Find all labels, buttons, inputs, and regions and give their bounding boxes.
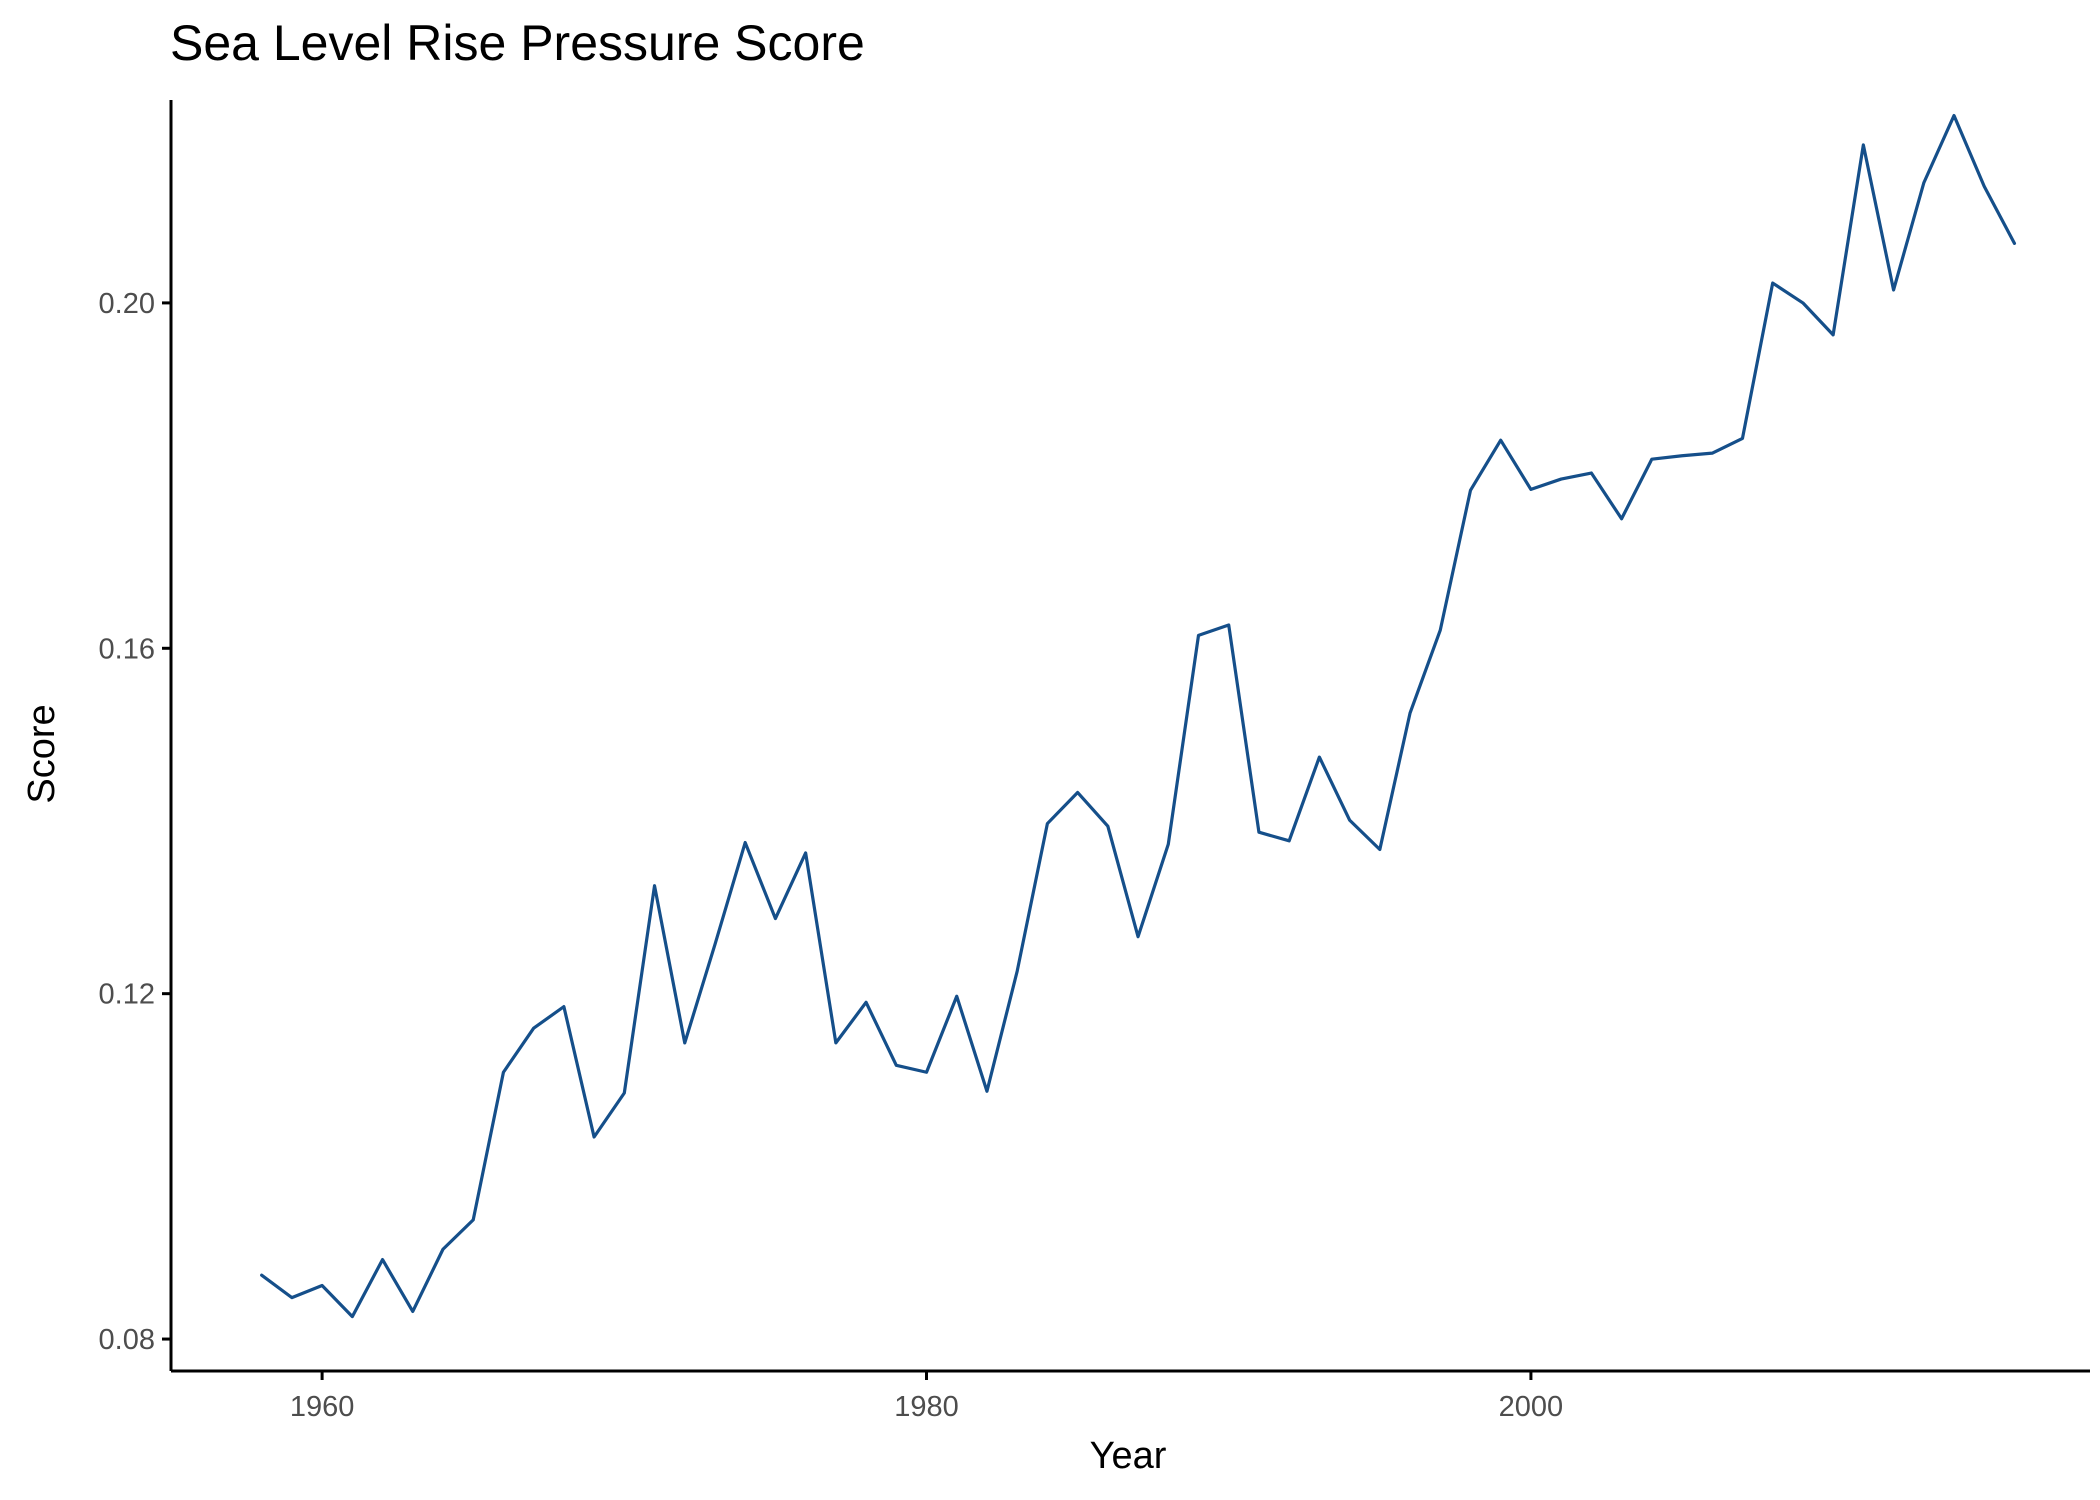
data-point bbox=[1317, 755, 1321, 759]
data-point bbox=[1771, 281, 1775, 285]
data-point bbox=[864, 1000, 868, 1004]
data-point bbox=[1257, 830, 1261, 834]
y-tick-label: 0.20 bbox=[99, 288, 155, 320]
data-point bbox=[1106, 824, 1110, 828]
data-point bbox=[1680, 454, 1684, 458]
chart-title: Sea Level Rise Pressure Score bbox=[170, 15, 865, 71]
data-point bbox=[1831, 333, 1835, 337]
data-point bbox=[1196, 633, 1200, 637]
data-point bbox=[501, 1070, 505, 1074]
data-point bbox=[260, 1273, 264, 1277]
data-point bbox=[1045, 822, 1049, 826]
data-point bbox=[894, 1063, 898, 1067]
y-tick-label: 0.16 bbox=[99, 633, 155, 665]
data-point bbox=[1348, 818, 1352, 822]
y-tick-label: 0.08 bbox=[99, 1324, 155, 1356]
data-point bbox=[1378, 847, 1382, 851]
data-point bbox=[290, 1296, 294, 1300]
data-point bbox=[1589, 471, 1593, 475]
data-point bbox=[1982, 184, 1986, 188]
data-point bbox=[1136, 935, 1140, 939]
data-point bbox=[1892, 288, 1896, 292]
data-point bbox=[925, 1070, 929, 1074]
x-axis-title: Year bbox=[1090, 1435, 1167, 1477]
data-point bbox=[1287, 839, 1291, 843]
data-point bbox=[773, 917, 777, 921]
y-axis-title: Score bbox=[21, 704, 63, 803]
data-point bbox=[653, 884, 657, 888]
x-tick-label: 1960 bbox=[290, 1391, 355, 1423]
data-point bbox=[381, 1258, 385, 1262]
series-points bbox=[260, 114, 2017, 1319]
series-line bbox=[260, 113, 2017, 1319]
data-point bbox=[2012, 241, 2016, 245]
data-point bbox=[1559, 477, 1563, 481]
data-point bbox=[683, 1041, 687, 1045]
data-point bbox=[350, 1315, 354, 1319]
data-point bbox=[1227, 623, 1231, 627]
data-point bbox=[1922, 181, 1926, 185]
data-point bbox=[471, 1218, 475, 1222]
data-point bbox=[1861, 143, 1865, 147]
data-point bbox=[1166, 842, 1170, 846]
data-point bbox=[592, 1135, 596, 1139]
data-point bbox=[1650, 457, 1654, 461]
y-axis: 0.08 0.12 0.16 0.20 bbox=[99, 100, 173, 1371]
data-point bbox=[1076, 790, 1080, 794]
data-point bbox=[1529, 487, 1533, 491]
data-point bbox=[1952, 114, 1956, 118]
data-point bbox=[532, 1026, 536, 1030]
data-point bbox=[985, 1089, 989, 1093]
data-point bbox=[1015, 969, 1019, 973]
y-tick-label: 0.12 bbox=[99, 979, 155, 1011]
data-point bbox=[1620, 517, 1624, 521]
data-point bbox=[834, 1041, 838, 1045]
data-point bbox=[1438, 628, 1442, 632]
data-point bbox=[1710, 451, 1714, 455]
data-point bbox=[713, 942, 717, 946]
data-point bbox=[1801, 301, 1805, 305]
data-point bbox=[1740, 436, 1744, 440]
data-point bbox=[320, 1284, 324, 1288]
data-point bbox=[1468, 488, 1472, 492]
x-axis: 1960 1980 2000 bbox=[171, 1369, 2090, 1423]
data-point bbox=[955, 994, 959, 998]
data-point bbox=[1408, 711, 1412, 715]
data-point bbox=[411, 1309, 415, 1313]
x-tick-label: 2000 bbox=[1499, 1391, 1564, 1423]
data-point bbox=[743, 841, 747, 845]
data-point bbox=[441, 1247, 445, 1251]
data-point bbox=[622, 1091, 626, 1095]
data-point bbox=[804, 851, 808, 855]
data-point bbox=[1499, 438, 1503, 442]
data-point bbox=[562, 1005, 566, 1009]
x-tick-label: 1980 bbox=[894, 1391, 959, 1423]
